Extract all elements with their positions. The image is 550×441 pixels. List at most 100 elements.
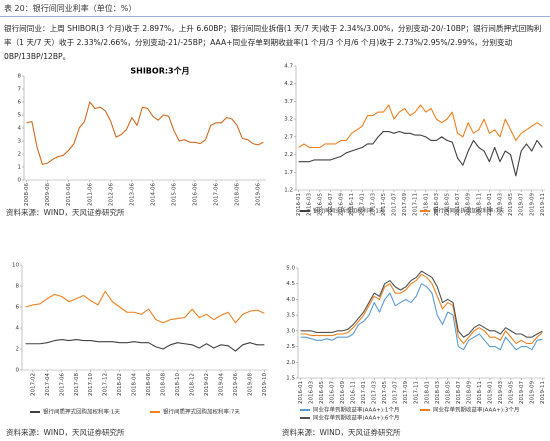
y-tick-label: 8 bbox=[16, 284, 20, 290]
source-note: 资料来源：WIND，天风证券研究所 bbox=[282, 428, 401, 437]
x-tick-label: 2018-08 bbox=[161, 373, 167, 396]
x-tick-label: 2012-06 bbox=[108, 183, 114, 206]
x-tick-label: 2017-06 bbox=[59, 373, 65, 396]
x-tick-label: 2013-06 bbox=[129, 183, 135, 206]
x-tick-label: 2019-01 bbox=[487, 193, 493, 216]
x-tick-label: 2017-06 bbox=[214, 183, 220, 206]
x-tick-label: 2016-07 bbox=[330, 381, 336, 404]
x-tick-label: 2016-01 bbox=[298, 381, 304, 404]
x-tick-label: 2017-11 bbox=[414, 381, 420, 404]
x-tick-label: 2017-01 bbox=[360, 193, 366, 216]
y-tick-label: 3.5 bbox=[286, 313, 295, 319]
x-tick-label: 2016-09 bbox=[339, 193, 345, 216]
legend-label: 同业存单到期收益率(AAA+):1个月 bbox=[313, 406, 399, 414]
source-note: 资料来源：WIND，天风证券研究所 bbox=[6, 428, 125, 437]
x-tick-label: 2011-06 bbox=[87, 183, 93, 206]
x-tick-label: 2018-09 bbox=[466, 193, 472, 216]
y-tick-label: 3 bbox=[18, 139, 22, 145]
y-tick-label: 5 bbox=[18, 113, 22, 119]
y-tick-label: 6 bbox=[18, 100, 22, 106]
legend-label: 同业存单到期收益率(AAA+):3个月 bbox=[433, 406, 519, 414]
x-tick-label: 2019-01 bbox=[487, 381, 493, 404]
legend-label: 银行间同业拆借加权利率:7天 bbox=[433, 207, 505, 215]
y-tick-label: 4.5 bbox=[286, 281, 295, 287]
x-tick-label: 2016-11 bbox=[349, 193, 355, 216]
x-tick-label: 2016-07 bbox=[328, 193, 334, 216]
x-tick-label: 2018-06 bbox=[146, 373, 152, 396]
y-tick-label: 4.0 bbox=[286, 297, 295, 303]
table-header: 表 20：银行间同业利率（单位：%） bbox=[0, 0, 550, 17]
x-tick-label: 2019-07 bbox=[519, 381, 525, 404]
y-tick-label: 1.2 bbox=[284, 188, 293, 194]
x-tick-label: 2017-05 bbox=[382, 381, 388, 404]
y-tick-label: 4.7 bbox=[284, 64, 293, 70]
y-tick-label: 3.7 bbox=[284, 99, 293, 105]
y-tick-label: 6 bbox=[16, 305, 20, 311]
y-tick-label: 10 bbox=[12, 263, 19, 269]
x-tick-label: 2015-06 bbox=[171, 183, 177, 206]
y-tick-label: 1.5 bbox=[286, 376, 295, 382]
y-tick-label: 2 bbox=[18, 152, 22, 158]
y-tick-label: 2.7 bbox=[284, 134, 293, 140]
y-tick-label: 5.0 bbox=[286, 266, 295, 272]
x-tick-label: 2019-11 bbox=[540, 381, 546, 404]
y-tick-label: 2 bbox=[16, 347, 20, 353]
x-tick-label: 2009-06 bbox=[45, 183, 51, 206]
legend-label: 银行间质押式回购加权利率:7天 bbox=[163, 408, 240, 416]
x-tick-label: 2018-11 bbox=[476, 193, 482, 216]
x-tick-label: 2017-04 bbox=[45, 373, 51, 396]
y-tick-label: 0 bbox=[16, 368, 20, 374]
x-tick-label: 2016-01 bbox=[296, 193, 302, 216]
x-tick-label: 2019-06 bbox=[256, 183, 262, 206]
x-tick-label: 2018-02 bbox=[117, 373, 123, 396]
x-tick-label: 2019-04 bbox=[218, 373, 224, 396]
y-tick-label: 7 bbox=[18, 87, 22, 93]
series-line bbox=[298, 104, 543, 149]
x-tick-label: 2016-05 bbox=[317, 193, 323, 216]
y-tick-label: 4.2 bbox=[284, 81, 293, 87]
x-tick-label: 2018-01 bbox=[424, 381, 430, 404]
x-tick-label: 2017-07 bbox=[392, 193, 398, 216]
x-tick-label: 2017-08 bbox=[74, 373, 80, 396]
x-tick-label: 2017-05 bbox=[381, 193, 387, 216]
x-tick-label: 2010-06 bbox=[66, 183, 72, 206]
x-tick-label: 2019-09 bbox=[529, 193, 535, 216]
x-tick-label: 2018-11 bbox=[477, 381, 483, 404]
chart-title: SHIBOR:3个月 bbox=[130, 66, 189, 76]
summary-paragraph: 银行间同业：上周 SHIBOR(3 个月)收于 2.897%，上升 6.60BP… bbox=[4, 24, 542, 61]
series-line bbox=[300, 283, 543, 351]
x-tick-label: 2018-05 bbox=[445, 381, 451, 404]
x-tick-label: 2017-03 bbox=[372, 381, 378, 404]
x-tick-label: 2017-02 bbox=[30, 373, 36, 396]
x-tick-label: 2018-12 bbox=[190, 373, 196, 396]
x-tick-label: 2019-03 bbox=[497, 193, 503, 216]
x-tick-label: 2019-06 bbox=[233, 373, 239, 396]
series-line bbox=[25, 290, 265, 324]
y-tick-label: 1 bbox=[18, 165, 22, 171]
x-tick-label: 2016-06 bbox=[192, 183, 198, 206]
x-tick-label: 2016-05 bbox=[319, 381, 325, 404]
x-tick-label: 2018-09 bbox=[466, 381, 472, 404]
x-tick-label: 2018-05 bbox=[444, 193, 450, 216]
series-line bbox=[300, 270, 543, 338]
series-line bbox=[25, 339, 265, 352]
y-tick-label: 8 bbox=[18, 74, 22, 80]
y-tick-label: 2.0 bbox=[286, 360, 295, 366]
x-tick-label: 2017-09 bbox=[403, 381, 409, 404]
x-tick-label: 2018-04 bbox=[132, 373, 138, 396]
x-tick-label: 2017-10 bbox=[88, 373, 94, 396]
series-line bbox=[26, 101, 264, 165]
x-tick-label: 2019-05 bbox=[508, 193, 514, 216]
x-tick-label: 2018-03 bbox=[435, 381, 441, 404]
x-tick-label: 2018-07 bbox=[455, 193, 461, 216]
x-tick-label: 2016-03 bbox=[307, 193, 313, 216]
x-tick-label: 2017-03 bbox=[370, 193, 376, 216]
series-line bbox=[298, 130, 543, 177]
x-tick-label: 2018-01 bbox=[423, 193, 429, 216]
y-tick-label: 0 bbox=[18, 178, 22, 184]
x-tick-label: 2018-10 bbox=[175, 373, 181, 396]
x-tick-label: 2019-10 bbox=[262, 373, 268, 396]
x-tick-label: 2016-09 bbox=[340, 381, 346, 404]
